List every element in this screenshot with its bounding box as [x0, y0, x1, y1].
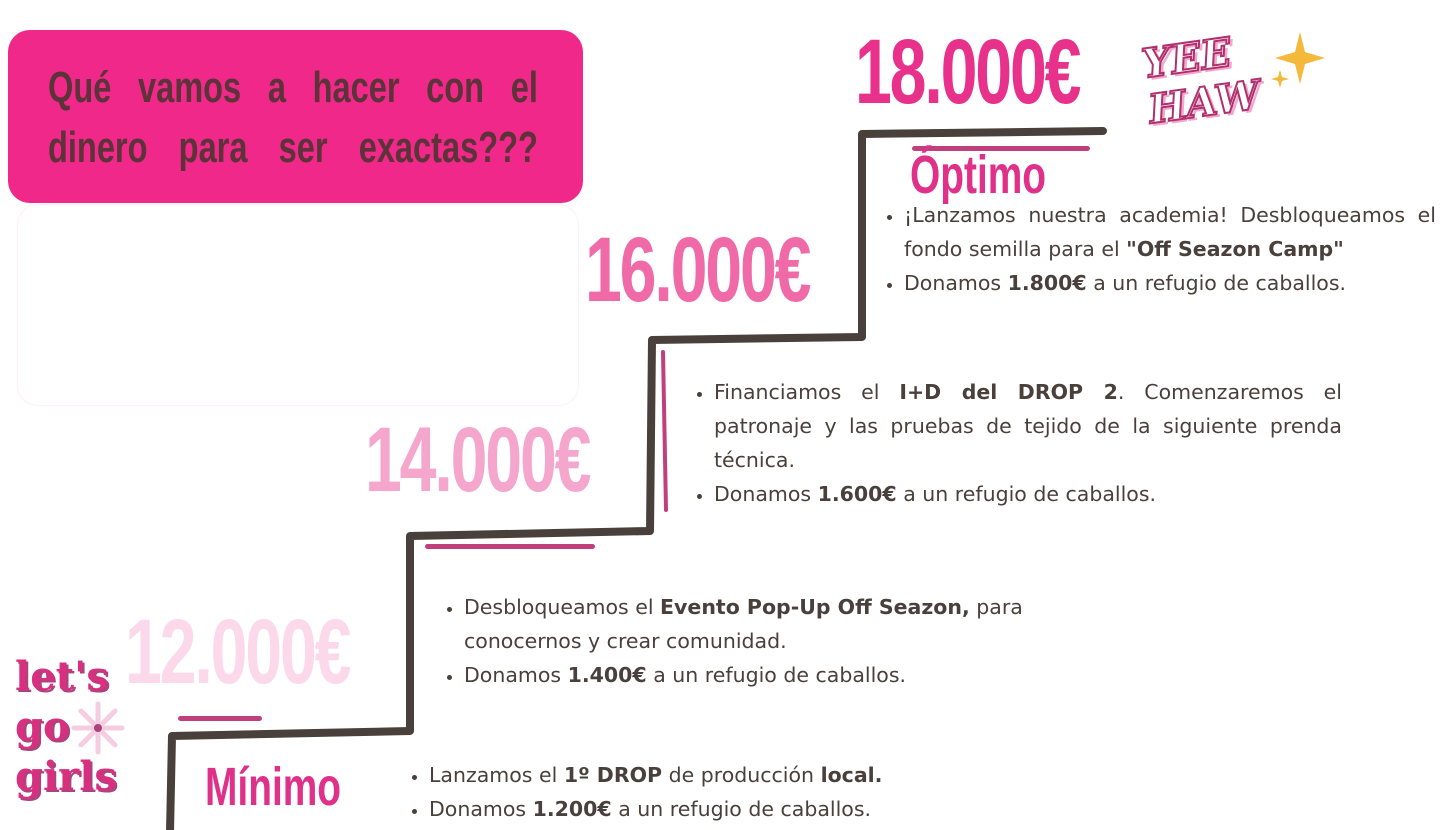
text: a un refugio de caballos.: [611, 797, 872, 821]
label-minimo: Mínimo: [205, 757, 342, 817]
sparkle-icon: [1271, 32, 1325, 88]
highlight-text: I+D del DROP 2: [899, 380, 1118, 404]
yeehaw-sticker: YEE HAW: [1138, 28, 1264, 135]
text: Donamos: [714, 482, 818, 506]
optimo-underline: [912, 146, 1090, 151]
goal-list-14000: Desbloqueamos el Evento Pop-Up Off Seazo…: [440, 590, 1084, 692]
flower-icon: [71, 701, 125, 755]
text: de producción: [662, 763, 821, 787]
goal-item: ¡Lanzamos nuestra academia! Desbloqueamo…: [904, 198, 1436, 266]
divider-bar: [178, 716, 262, 721]
goal-item: Lanzamos el 1º DROP de producción local.: [429, 758, 1049, 792]
amount-16000: 16.000€: [585, 219, 811, 321]
sticker-line: girls: [15, 753, 117, 800]
highlight-text: "Off Seazon Camp": [1126, 237, 1344, 261]
divider-bar: [425, 544, 595, 549]
page-title: Qué vamos a hacer con el dinero para ser…: [48, 63, 538, 172]
goal-item: Financiamos el I+D del DROP 2. Comenzare…: [714, 375, 1342, 477]
text: Donamos: [464, 663, 568, 687]
text: ¡Lanzamos nuestra academia! Desbloqueamo…: [904, 203, 1436, 261]
text: a un refugio de caballos.: [1086, 271, 1347, 295]
goal-item: Donamos 1.800€ a un refugio de caballos.: [904, 266, 1436, 300]
text: Lanzamos el: [429, 763, 564, 787]
text: Donamos: [429, 797, 533, 821]
sticker-line: let's: [15, 653, 109, 700]
goal-list-12000: Lanzamos el 1º DROP de producción local.…: [405, 758, 1049, 826]
lets-go-girls-sticker: let's go girls: [15, 652, 117, 802]
text: para conocernos y crear comunidad.: [464, 595, 1023, 653]
amount-18000: 18.000€: [855, 21, 1081, 123]
goal-list-16000: Financiamos el I+D del DROP 2. Comenzare…: [690, 375, 1342, 511]
text: . Comenzaremos el patronaje y las prueba…: [714, 380, 1342, 472]
text: Desbloqueamos el: [464, 595, 661, 619]
highlight-text: 1.800€: [1007, 271, 1087, 295]
goal-item: Desbloqueamos el Evento Pop-Up Off Seazo…: [464, 590, 1084, 658]
sticker-line: go: [15, 703, 70, 750]
title-box: [8, 30, 583, 203]
text: Donamos: [904, 271, 1008, 295]
goal-item: Donamos 1.600€ a un refugio de caballos.: [714, 477, 1342, 511]
label-optimo: Óptimo: [910, 145, 1047, 205]
text: Financiamos el: [714, 380, 900, 404]
highlight-text: 1.600€: [817, 482, 897, 506]
text: a un refugio de caballos.: [646, 663, 907, 687]
highlight-text: 1.200€: [532, 797, 612, 821]
highlight-text: local.: [820, 763, 883, 787]
goal-item: Donamos 1.400€ a un refugio de caballos.: [464, 658, 1084, 692]
highlight-text: 1.400€: [567, 663, 647, 687]
text: a un refugio de caballos.: [896, 482, 1157, 506]
goal-item: Donamos 1.200€ a un refugio de caballos.: [429, 792, 1049, 826]
amount-14000: 14.000€: [365, 409, 591, 511]
goal-list-18000: ¡Lanzamos nuestra academia! Desbloqueamo…: [880, 198, 1436, 300]
highlight-text: 1º DROP: [563, 763, 663, 787]
amount-12000: 12.000€: [125, 601, 351, 703]
highlight-text: Evento Pop-Up Off Seazon,: [660, 595, 970, 619]
